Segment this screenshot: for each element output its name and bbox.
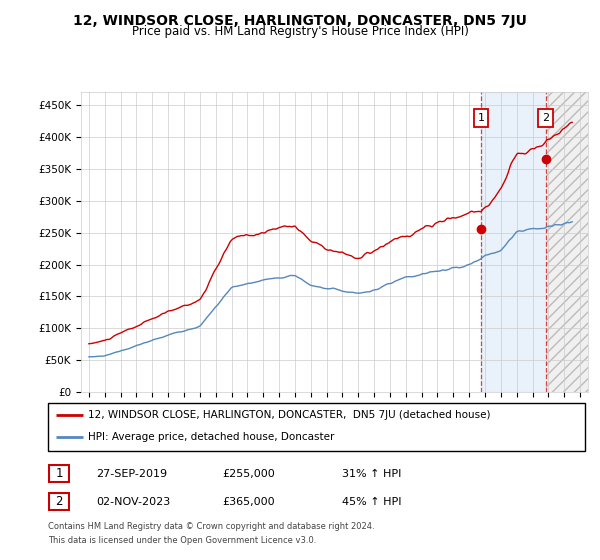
Text: 12, WINDSOR CLOSE, HARLINGTON, DONCASTER, DN5 7JU: 12, WINDSOR CLOSE, HARLINGTON, DONCASTER… <box>73 14 527 28</box>
Text: 12, WINDSOR CLOSE, HARLINGTON, DONCASTER,  DN5 7JU (detached house): 12, WINDSOR CLOSE, HARLINGTON, DONCASTER… <box>88 410 491 420</box>
FancyBboxPatch shape <box>48 403 585 451</box>
Text: £365,000: £365,000 <box>222 497 275 507</box>
Text: HPI: Average price, detached house, Doncaster: HPI: Average price, detached house, Donc… <box>88 432 335 442</box>
Text: £255,000: £255,000 <box>222 469 275 479</box>
Text: 1: 1 <box>478 113 484 123</box>
Bar <box>546 92 588 392</box>
FancyBboxPatch shape <box>49 493 69 510</box>
Text: 02-NOV-2023: 02-NOV-2023 <box>96 497 170 507</box>
Text: Contains HM Land Registry data © Crown copyright and database right 2024.: Contains HM Land Registry data © Crown c… <box>48 522 374 531</box>
Text: Price paid vs. HM Land Registry's House Price Index (HPI): Price paid vs. HM Land Registry's House … <box>131 25 469 38</box>
Text: 2: 2 <box>542 113 550 123</box>
Text: This data is licensed under the Open Government Licence v3.0.: This data is licensed under the Open Gov… <box>48 536 316 545</box>
Text: 1: 1 <box>55 467 63 480</box>
Bar <box>481 92 546 392</box>
Text: 27-SEP-2019: 27-SEP-2019 <box>96 469 167 479</box>
Text: 45% ↑ HPI: 45% ↑ HPI <box>342 497 401 507</box>
Text: 31% ↑ HPI: 31% ↑ HPI <box>342 469 401 479</box>
FancyBboxPatch shape <box>49 465 69 482</box>
Text: 2: 2 <box>55 495 63 508</box>
